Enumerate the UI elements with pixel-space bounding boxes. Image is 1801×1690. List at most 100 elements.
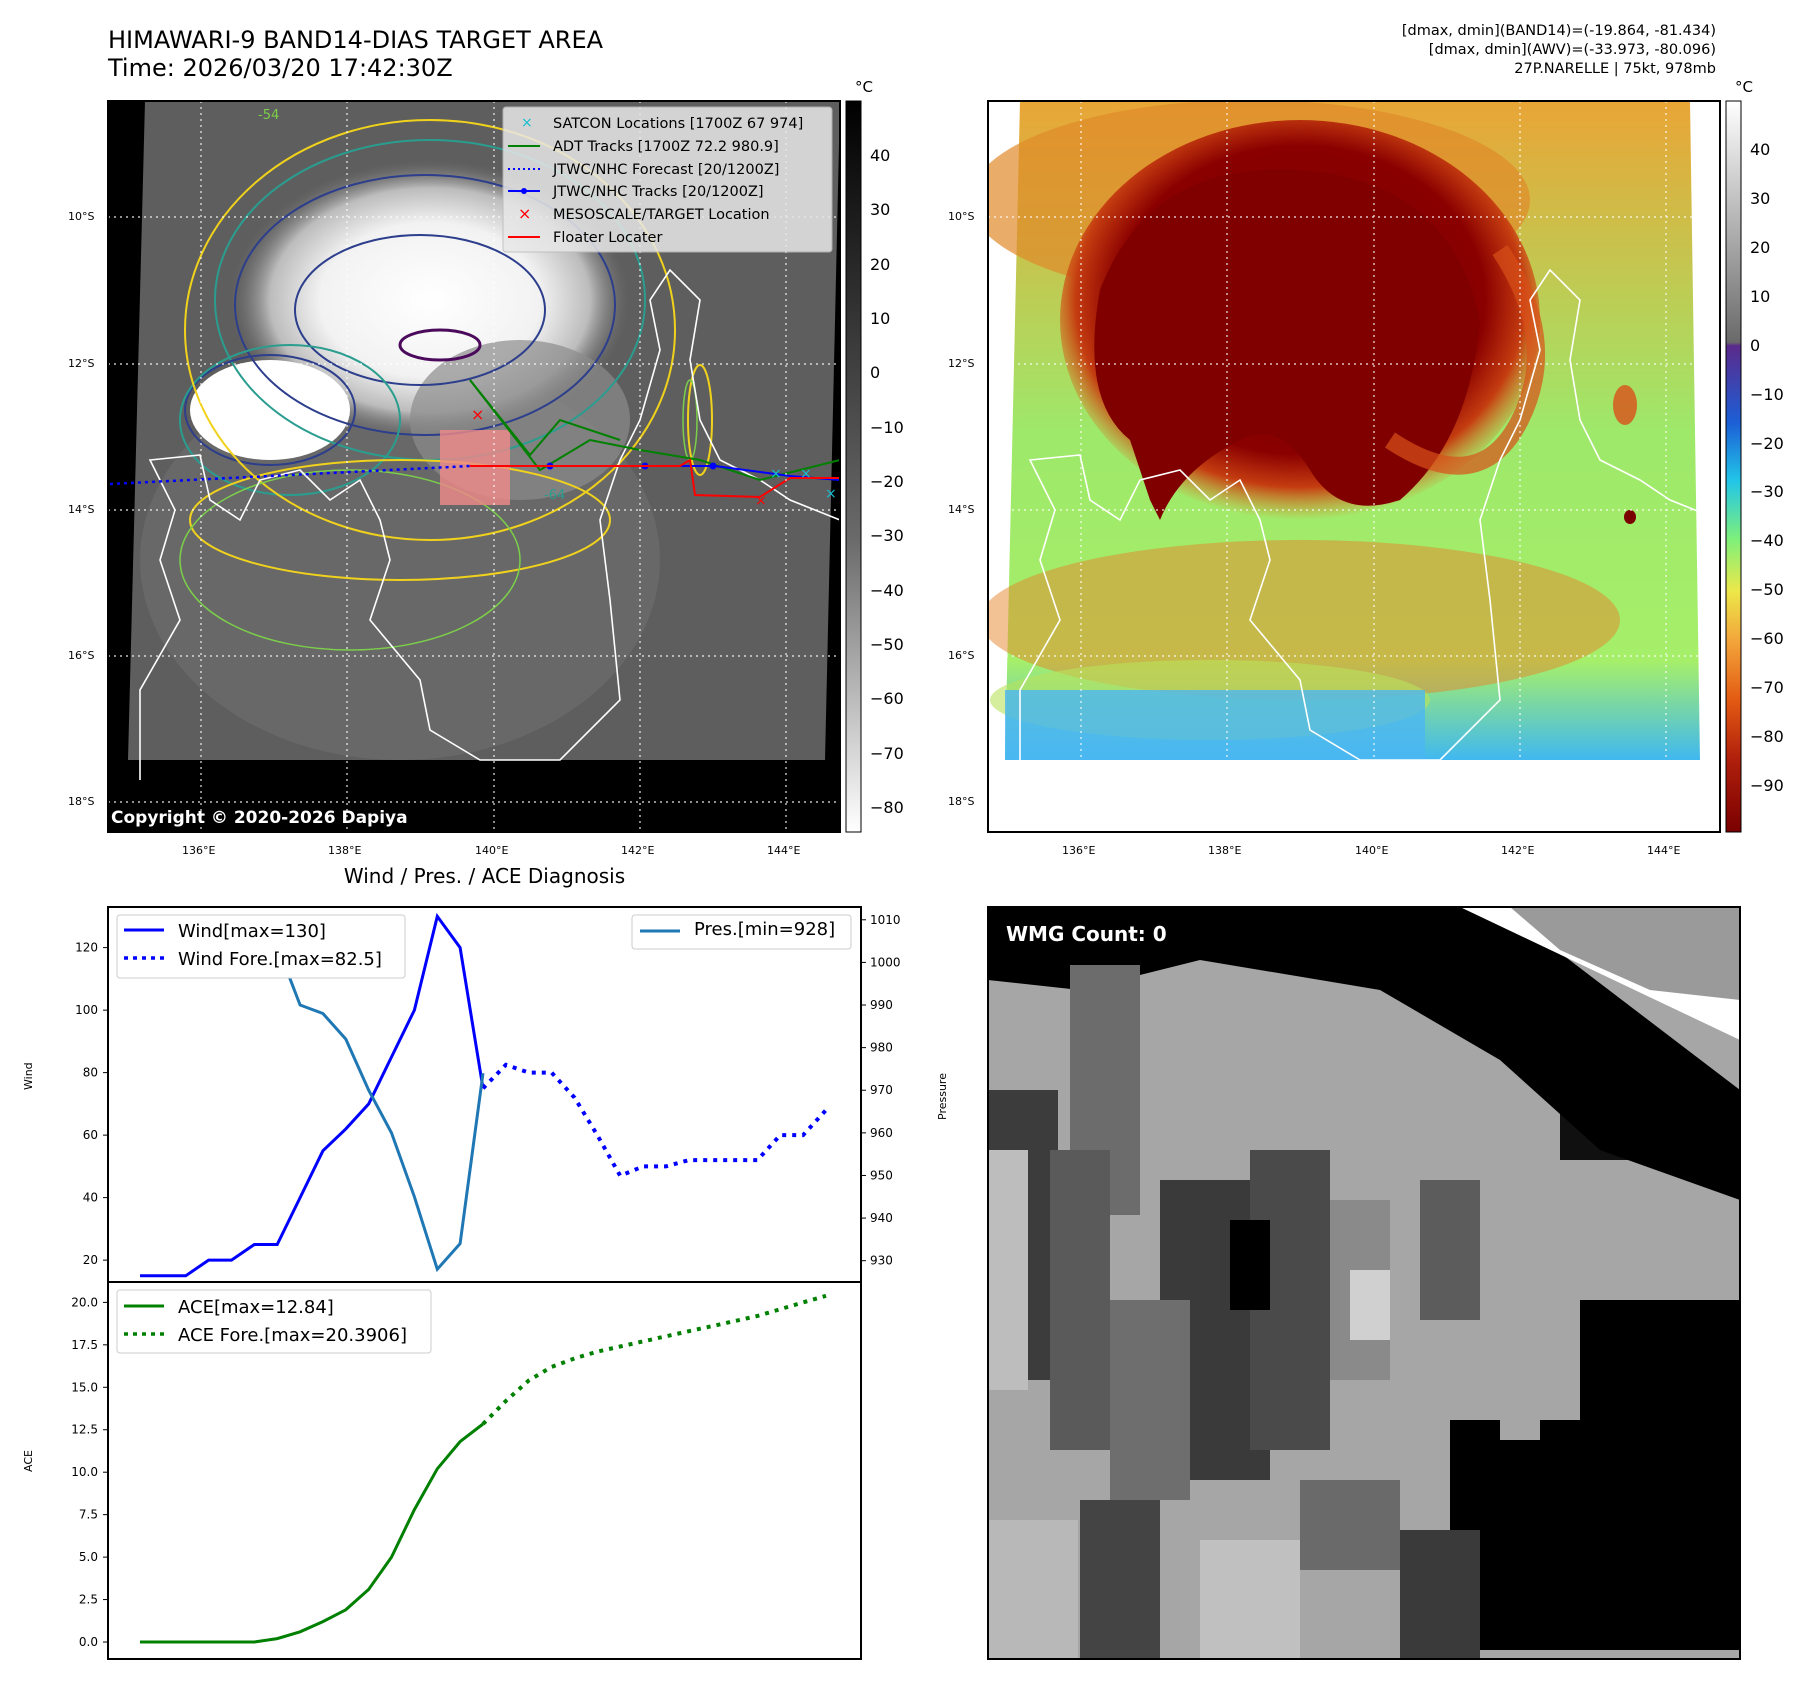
gray-colorbar-tick-label: 30 bbox=[870, 200, 891, 220]
color-colorbar-unit: °C bbox=[1735, 78, 1753, 96]
svg-text:×: × bbox=[471, 405, 484, 424]
wind-tick-label: 20 bbox=[83, 1253, 98, 1267]
wind-axis-label: Wind bbox=[22, 1062, 35, 1090]
ace-tick-label: 17.5 bbox=[71, 1338, 98, 1352]
ace-tick-label: 7.5 bbox=[79, 1508, 98, 1522]
map2-lat-18: 18°S bbox=[948, 795, 975, 808]
wind-tick-label: 80 bbox=[83, 1066, 98, 1080]
info-line-1: [dmax, dmin](BAND14)=(-19.864, -81.434) bbox=[1401, 23, 1716, 39]
legend-satcon: SATCON Locations [1700Z 67 974] bbox=[553, 116, 804, 132]
color-colorbar-tick-label: −10 bbox=[1750, 384, 1784, 404]
color-colorbar-tick-label: −50 bbox=[1750, 580, 1784, 600]
map1-lon-144: 144°E bbox=[767, 844, 801, 857]
legend-jtwc-forecast: JTWC/NHC Forecast [20/1200Z] bbox=[553, 161, 780, 178]
title-line-2: Time: 2026/03/20 17:42:30Z bbox=[108, 54, 453, 82]
svg-text:×: × bbox=[825, 486, 837, 502]
map2-lat-12: 12°S bbox=[948, 357, 975, 370]
map1-lat-10: 10°S bbox=[68, 210, 95, 223]
wind-legend bbox=[116, 914, 406, 979]
wind-tick-label: 100 bbox=[75, 1003, 98, 1017]
map2-lon-142: 142°E bbox=[1501, 844, 1535, 857]
legend-wind: Wind[max=130] bbox=[178, 921, 326, 942]
map1-lat-16: 16°S bbox=[68, 649, 95, 662]
gray-colorbar-tick-label: −50 bbox=[870, 635, 904, 654]
color-colorbar-tick-label: 40 bbox=[1750, 140, 1771, 159]
chart-title: Wind / Pres. / ACE Diagnosis bbox=[343, 864, 626, 888]
pressure-tick-label: 950 bbox=[870, 1168, 893, 1182]
map2-imagery bbox=[988, 101, 1720, 832]
gray-colorbar bbox=[845, 100, 862, 833]
gray-colorbar-unit: °C bbox=[855, 78, 873, 96]
ace-lines bbox=[140, 1293, 827, 1644]
ace-tick-label: 0.0 bbox=[79, 1635, 98, 1649]
gray-colorbar-tick-label: −10 bbox=[870, 417, 904, 437]
ace-tick-label: 2.5 bbox=[79, 1593, 98, 1607]
map1-lon-136: 136°E bbox=[182, 844, 216, 857]
series-line-1 bbox=[481, 1062, 828, 1179]
color-colorbar-tick-label: −20 bbox=[1750, 433, 1784, 453]
wmg-count-label: WMG Count: 0 bbox=[1006, 922, 1167, 946]
ace-tick-label: 10.0 bbox=[71, 1465, 98, 1479]
svg-text:×: × bbox=[755, 493, 767, 509]
map2-lon-138: 138°E bbox=[1208, 844, 1242, 857]
ace-series-line-0 bbox=[140, 1422, 484, 1644]
color-colorbar-tick-label: 20 bbox=[1750, 237, 1771, 257]
pressure-tick-label: 940 bbox=[870, 1211, 893, 1225]
legend-wind-fore: Wind Fore.[max=82.5] bbox=[178, 949, 382, 970]
chart-ticks: 20 40 60 80 100 120 930 940 950 960 970 980 990 1000 1… bbox=[71, 913, 900, 1649]
map1-lon-142: 142°E bbox=[621, 844, 655, 857]
map1-lat-18: 18°S bbox=[68, 795, 95, 808]
gray-colorbar-tick-label: 10 bbox=[870, 309, 891, 328]
svg-text:×: × bbox=[770, 466, 782, 482]
ace-tick-label: 20.0 bbox=[71, 1295, 98, 1309]
ace-tick-label: 12.5 bbox=[71, 1423, 98, 1437]
gray-colorbar-tick-label: 40 bbox=[870, 146, 891, 165]
svg-text:×: × bbox=[521, 115, 533, 131]
map2-lat-14: 14°S bbox=[948, 503, 975, 516]
pressure-tick-label: 960 bbox=[870, 1126, 893, 1140]
ace-legend bbox=[116, 1289, 432, 1354]
color-colorbar-tick-label: −30 bbox=[1750, 482, 1784, 502]
pressure-tick-label: 1010 bbox=[870, 913, 901, 927]
pressure-tick-label: 980 bbox=[870, 1041, 893, 1055]
map2-lat-16: 16°S bbox=[948, 649, 975, 662]
title-line-1: HIMAWARI-9 BAND14-DIAS TARGET AREA bbox=[108, 26, 604, 54]
map1-legend: × × bbox=[502, 106, 833, 253]
wind-legend-labels: Wind[max=130] Wind Fore.[max=82.5] bbox=[178, 918, 382, 974]
ace-series-line-1 bbox=[481, 1293, 827, 1426]
map1-lon-140: 140°E bbox=[475, 844, 509, 857]
color-colorbar-tick-label: −60 bbox=[1750, 629, 1784, 649]
ace-tick-label: 15.0 bbox=[71, 1380, 98, 1394]
color-colorbar-tick-label: −40 bbox=[1750, 531, 1784, 551]
info-line-2: [dmax, dmin](AWV)=(-33.973, -80.096) bbox=[1428, 42, 1716, 58]
ace-legend-labels: ACE[max=12.84] ACE Fore.[max=20.3906] bbox=[178, 1294, 407, 1350]
pressure-tick-label: 990 bbox=[870, 998, 893, 1012]
map2-lat-10: 10°S bbox=[948, 210, 975, 223]
legend-adt: ADT Tracks [1700Z 72.2 980.9] bbox=[553, 138, 779, 155]
legend-ace: ACE[max=12.84] bbox=[178, 1297, 334, 1318]
ace-tick-label: 5.0 bbox=[79, 1550, 98, 1564]
color-colorbar-tick-label: 30 bbox=[1750, 188, 1771, 208]
pressure-tick-label: 1000 bbox=[870, 955, 901, 969]
legend-floater: Floater Locater bbox=[553, 229, 663, 246]
svg-text:×: × bbox=[518, 204, 531, 223]
gray-colorbar-tick-label: −70 bbox=[870, 743, 904, 763]
legend-mesoscale: MESOSCALE/TARGET Location bbox=[553, 207, 770, 224]
gray-colorbar-tick-label: −80 bbox=[870, 798, 904, 817]
wind-tick-label: 120 bbox=[75, 941, 98, 955]
contour-label-64: -64 bbox=[544, 488, 566, 503]
color-colorbar-tick-label: −90 bbox=[1750, 776, 1784, 795]
wind-tick-label: 40 bbox=[83, 1191, 98, 1205]
legend-pressure: Pres.[min=928] bbox=[694, 919, 836, 940]
gray-colorbar-tick-label: 20 bbox=[870, 254, 891, 274]
wind-tick-label: 60 bbox=[83, 1128, 98, 1142]
contour-label-54: -54 bbox=[258, 108, 280, 123]
pressure-tick-label: 970 bbox=[870, 1083, 893, 1097]
map1-legend-labels: SATCON Locations [1700Z 67 974] ADT Trac… bbox=[553, 113, 803, 250]
color-colorbar-tick-label: 10 bbox=[1750, 286, 1771, 306]
map1-lat-12: 12°S bbox=[68, 357, 95, 370]
pressure-tick-label: 930 bbox=[870, 1254, 893, 1268]
gray-colorbar-tick-label: −20 bbox=[870, 472, 904, 491]
map1-lat-14: 14°S bbox=[68, 503, 95, 516]
